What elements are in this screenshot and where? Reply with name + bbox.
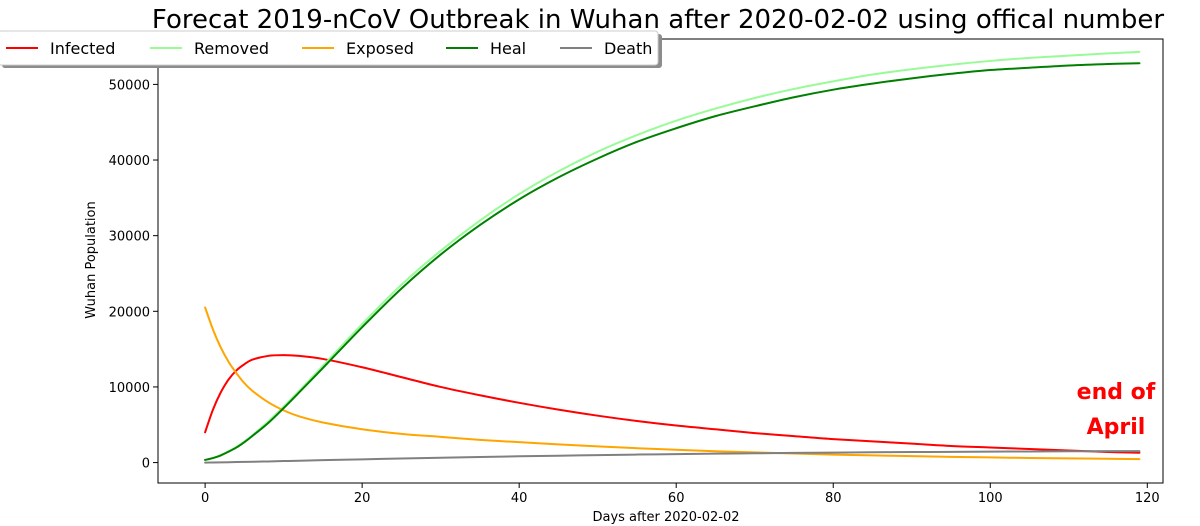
y-tick-label: 30000 xyxy=(109,230,150,245)
series-line-death xyxy=(204,450,1141,464)
y-tick-label: 0 xyxy=(142,457,150,472)
x-tick-label: 60 xyxy=(668,491,685,506)
legend-entries: Infected Removed Exposed Heal Death xyxy=(6,39,652,58)
legend-label-exposed: Exposed xyxy=(346,39,414,58)
legend-label-heal: Heal xyxy=(490,39,526,58)
y-tick-label: 10000 xyxy=(109,381,150,396)
legend-label-removed: Removed xyxy=(194,39,269,58)
y-tick-label: 50000 xyxy=(109,78,150,93)
x-tick-label: 0 xyxy=(201,491,209,506)
series-line-exposed xyxy=(204,306,1141,461)
legend-label-death: Death xyxy=(604,39,652,58)
series-line-heal xyxy=(204,62,1141,461)
y-axis: 0 10000 20000 30000 40000 50000 xyxy=(109,78,158,472)
x-tick-label: 100 xyxy=(978,491,1003,506)
y-axis-label: Wuhan Population xyxy=(84,201,99,319)
annotation-text-april: April xyxy=(1087,415,1146,440)
x-tick-label: 20 xyxy=(354,491,371,506)
x-axis-label: Days after 2020-02-02 xyxy=(592,510,739,525)
y-tick-label: 20000 xyxy=(109,305,150,320)
chart-title: Forecat 2019-nCoV Outbreak in Wuhan afte… xyxy=(152,5,1164,35)
y-tick-label: 40000 xyxy=(109,154,150,169)
annotation-text-end-of: end of xyxy=(1077,380,1156,405)
legend-label-infected: Infected xyxy=(50,39,115,58)
series-line-infected xyxy=(204,354,1141,454)
annotation: end of April xyxy=(1077,380,1156,440)
x-tick-label: 120 xyxy=(1135,491,1160,506)
x-tick-label: 80 xyxy=(825,491,842,506)
series-lines xyxy=(204,50,1141,464)
x-tick-label: 40 xyxy=(511,491,528,506)
legend: Infected Removed Exposed Heal Death xyxy=(0,30,662,68)
x-axis: 0 20 40 60 80 100 120 xyxy=(201,483,1160,506)
